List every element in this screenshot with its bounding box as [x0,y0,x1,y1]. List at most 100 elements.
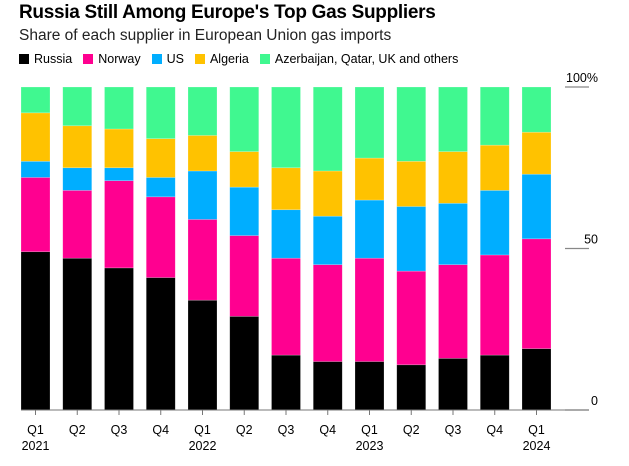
chart-title: Russia Still Among Europe's Top Gas Supp… [19,2,436,23]
bar-segment-us-q2-2021 [62,167,93,191]
bar-segment-azerbaijan-qatar-uk-and-others-q2-2023 [396,86,427,162]
bar-segment-us-q1-2024 [521,173,552,240]
x-tick-label-year-2022: 2022 [189,439,217,453]
bar-segment-algeria-q1-2022 [187,135,218,172]
x-tick-label-quarter-q1-2022: Q1 [194,423,211,437]
y-tick-label-0: 0 [591,394,598,408]
legend-item-norway: Norway [83,52,141,66]
x-tick-label-quarter-q4-2022: Q4 [319,423,336,437]
legend-label-us: US [166,52,184,66]
bar-segment-russia-q4-2023 [479,354,510,411]
bar-segment-norway-q4-2023 [479,254,510,356]
legend: Russia Norway US Algeria Azerbaijan, Qat… [19,52,469,66]
bar-segment-norway-q2-2022 [229,235,260,317]
bar-segment-norway-q2-2023 [396,270,427,366]
bar-segment-us-q1-2023 [354,199,385,259]
x-tick-label-year-2021: 2021 [22,439,50,453]
legend-item-us: US [151,52,184,66]
legend-swatch-russia [19,54,29,64]
bar-segment-azerbaijan-qatar-uk-and-others-q1-2022 [187,86,218,136]
bar-segment-norway-q3-2023 [438,264,468,359]
bar-segment-algeria-q4-2022 [312,170,343,217]
legend-swatch-norway [83,54,94,64]
bar-segment-norway-q1-2023 [354,257,385,362]
bar-segment-russia-q2-2023 [396,364,427,411]
bar-segment-russia-q2-2021 [62,257,93,411]
legend-label-others: Azerbaijan, Qatar, UK and others [274,52,459,66]
x-tick-label-quarter-q2-2021: Q2 [69,423,86,437]
bar-segment-us-q2-2022 [229,186,260,236]
bar-segment-russia-q1-2021 [20,251,51,411]
legend-swatch-others [259,54,270,64]
bar-segment-algeria-q3-2022 [271,167,301,211]
y-tick-label-50: 50 [584,233,598,247]
bar-segment-russia-q4-2022 [312,361,343,411]
legend-item-russia: Russia [19,52,72,66]
bar-segment-russia-q3-2021 [104,267,134,411]
y-axis: 100% 50 0 [565,71,598,411]
bar-segment-azerbaijan-qatar-uk-and-others-q2-2022 [229,86,260,152]
bar-segment-azerbaijan-qatar-uk-and-others-q4-2022 [312,86,343,172]
bar-segment-algeria-q1-2021 [20,112,51,162]
bar-segment-algeria-q4-2021 [145,138,176,178]
bar-segment-azerbaijan-qatar-uk-and-others-q1-2024 [521,86,552,133]
legend-label-norway: Norway [98,52,141,66]
bar-segment-russia-q4-2021 [145,277,176,411]
bar-segment-azerbaijan-qatar-uk-and-others-q3-2023 [438,86,468,152]
bar-segment-us-q4-2022 [312,215,343,265]
bars-group [20,86,552,411]
bar-segment-algeria-q4-2023 [479,144,510,191]
bar-segment-russia-q3-2022 [271,354,301,411]
bar-segment-norway-q2-2021 [62,190,93,259]
legend-item-others: Azerbaijan, Qatar, UK and others [259,52,459,66]
bar-segment-us-q3-2021 [104,167,134,181]
bar-segment-algeria-q2-2023 [396,160,427,207]
legend-swatch-us [151,54,162,64]
chart-subtitle: Share of each supplier in European Union… [19,27,392,44]
bar-segment-azerbaijan-qatar-uk-and-others-q1-2023 [354,86,385,159]
bar-segment-us-q1-2022 [187,170,218,220]
y-tick-label-100: 100% [566,71,598,85]
bar-segment-norway-q4-2022 [312,264,343,362]
legend-item-algeria: Algeria [194,52,249,66]
legend-label-russia: Russia [34,52,73,66]
bar-segment-russia-q1-2023 [354,361,385,411]
x-tick-label-quarter-q3-2023: Q3 [445,423,462,437]
bar-segment-norway-q1-2022 [187,219,218,301]
bar-segment-algeria-q1-2024 [521,131,552,175]
x-tick-label-quarter-q4-2023: Q4 [486,423,503,437]
bar-segment-azerbaijan-qatar-uk-and-others-q3-2021 [104,86,134,130]
x-tick-label-year-2023: 2023 [356,439,384,453]
x-tick-label-year-2024: 2024 [523,439,551,453]
legend-label-algeria: Algeria [209,52,249,66]
bar-segment-russia-q1-2024 [521,348,552,411]
x-tick-label-quarter-q3-2021: Q3 [111,423,128,437]
x-tick-label-quarter-q3-2022: Q3 [278,423,295,437]
bar-segment-algeria-q3-2021 [104,128,134,169]
bar-segment-norway-q1-2021 [20,177,51,253]
x-axis: Q1 2021 Q2 Q3 Q4 Q1 2022 Q2 Q3 Q4 Q1 2023 Q2 Q3 Q4 Q1 20… [21,409,589,453]
bar-segment-algeria-q3-2023 [438,151,468,204]
bar-segment-norway-q3-2021 [104,180,134,269]
x-tick-label-quarter-q2-2023: Q2 [403,423,420,437]
bar-segment-russia-q1-2022 [187,299,218,411]
bar-segment-azerbaijan-qatar-uk-and-others-q4-2023 [479,86,510,146]
bar-segment-azerbaijan-qatar-uk-and-others-q3-2022 [271,86,301,169]
bar-segment-russia-q3-2023 [438,358,468,411]
bar-segment-algeria-q2-2022 [229,151,260,188]
bar-segment-norway-q4-2021 [145,196,176,278]
bar-segment-algeria-q1-2023 [354,157,385,201]
x-tick-label-quarter-q1-2023: Q1 [361,423,378,437]
x-tick-label-quarter-q1-2024: Q1 [528,423,545,437]
x-tick-label-quarter-q1-2021: Q1 [27,423,44,437]
legend-swatch-algeria [194,54,205,64]
bar-segment-azerbaijan-qatar-uk-and-others-q1-2021 [20,86,51,114]
x-tick-label-quarter-q2-2022: Q2 [236,423,253,437]
bar-segment-us-q3-2022 [271,209,301,259]
bar-segment-us-q2-2023 [396,206,427,272]
bar-segment-norway-q3-2022 [271,257,301,356]
bar-segment-us-q1-2021 [20,160,51,178]
x-tick-label-quarter-q4-2021: Q4 [152,423,169,437]
bar-segment-norway-q1-2024 [521,238,552,349]
